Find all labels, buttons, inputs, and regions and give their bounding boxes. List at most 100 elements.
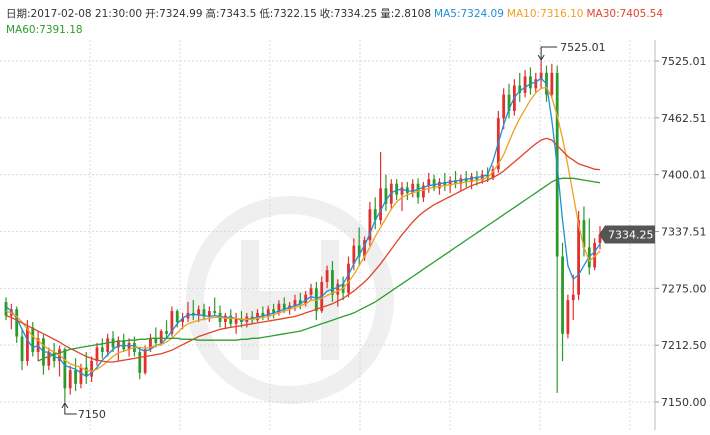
candle	[422, 181, 425, 202]
candle	[336, 279, 340, 307]
candle	[266, 305, 270, 321]
series-line-ma60	[37, 177, 601, 362]
candle	[411, 179, 415, 198]
candle-body	[373, 209, 377, 221]
candle-body	[68, 370, 72, 389]
candle-body	[422, 185, 425, 198]
candle	[122, 333, 126, 352]
moving-averages	[5, 77, 601, 378]
candle	[331, 261, 334, 302]
candle-body	[502, 94, 506, 119]
candle	[384, 174, 388, 212]
candle-body	[165, 331, 168, 334]
candle-body	[571, 294, 575, 301]
candle-body	[234, 318, 238, 324]
candle-body	[518, 85, 522, 93]
candle	[100, 338, 104, 359]
series-line-ma10	[5, 86, 601, 372]
candle-body	[427, 179, 431, 186]
last-price-label: 7334.25	[608, 228, 654, 241]
ma60-info-bar: MA60:7391.18	[6, 24, 86, 36]
info-ma10: MA10:7316.10	[506, 8, 584, 20]
candle	[181, 312, 184, 330]
candle-body	[277, 303, 281, 313]
candle-body	[379, 188, 382, 221]
candle-body	[256, 312, 259, 321]
candle	[207, 306, 211, 322]
candle	[4, 297, 8, 321]
candle	[368, 201, 372, 246]
last-price-box-bg	[599, 225, 655, 244]
candle	[309, 283, 313, 301]
candle	[154, 327, 158, 348]
candle-body	[400, 187, 404, 195]
candle	[116, 336, 120, 362]
candle	[561, 242, 564, 362]
candle	[550, 63, 554, 98]
candle-body	[304, 294, 308, 304]
info-date: 日期:2017-02-08 21:30:00	[6, 8, 143, 20]
candle-body	[325, 270, 329, 282]
candle	[58, 345, 61, 377]
candle	[165, 320, 168, 339]
candle-body	[448, 180, 452, 186]
series-line-ma5	[5, 77, 601, 378]
candle	[534, 72, 538, 93]
candle	[20, 329, 24, 371]
candle-body	[63, 349, 67, 389]
candle-body	[566, 300, 570, 334]
candle-body	[491, 169, 495, 179]
candle	[127, 338, 131, 357]
candle	[298, 292, 302, 310]
candle	[202, 303, 206, 321]
candle-body	[368, 209, 372, 241]
info-ma5: MA5:7324.09	[434, 8, 504, 20]
candle-body	[90, 361, 94, 377]
candle	[68, 365, 72, 395]
candle-body	[47, 351, 51, 366]
candle-body	[202, 309, 206, 317]
candle-body	[79, 367, 83, 384]
candle-body	[74, 370, 77, 384]
candle-body	[272, 309, 275, 313]
candle	[454, 171, 457, 189]
candle	[90, 356, 94, 382]
candle	[74, 358, 77, 392]
candle-body	[598, 234, 602, 243]
candle-body	[593, 242, 597, 268]
y-tick-label: 7462.51	[661, 112, 707, 125]
low-marker-line	[64, 404, 77, 415]
candle-body	[534, 79, 538, 89]
candle-body	[154, 338, 158, 343]
candle	[186, 301, 190, 322]
info-open: 开:7324.99	[145, 8, 203, 20]
candle-body	[298, 300, 302, 304]
candle-body	[138, 351, 142, 373]
last-price-box: 7334.25	[599, 225, 655, 244]
candle-body	[464, 178, 468, 182]
candle-body	[539, 72, 543, 80]
candle-body	[149, 338, 152, 350]
candle	[42, 334, 45, 375]
candles	[4, 61, 602, 402]
candle	[197, 305, 201, 322]
candle	[47, 347, 51, 371]
candle-body	[352, 245, 356, 264]
y-tick-label: 7337.51	[661, 225, 707, 238]
candle	[571, 274, 575, 321]
candle-body	[336, 283, 340, 295]
candle-body	[309, 288, 313, 295]
candle-body	[4, 301, 8, 316]
annotations: 7525.01 7150 7334.25	[61, 41, 655, 421]
candle	[106, 333, 110, 357]
grid-lines	[0, 40, 656, 430]
candle-body	[261, 312, 265, 317]
candle-body	[443, 181, 447, 186]
candle-body	[197, 309, 201, 316]
candle	[379, 151, 382, 225]
candle-body	[229, 315, 233, 324]
candle	[15, 306, 19, 343]
candle-body	[395, 183, 399, 195]
candle	[234, 312, 238, 334]
y-tick-label: 7275.00	[661, 282, 707, 295]
